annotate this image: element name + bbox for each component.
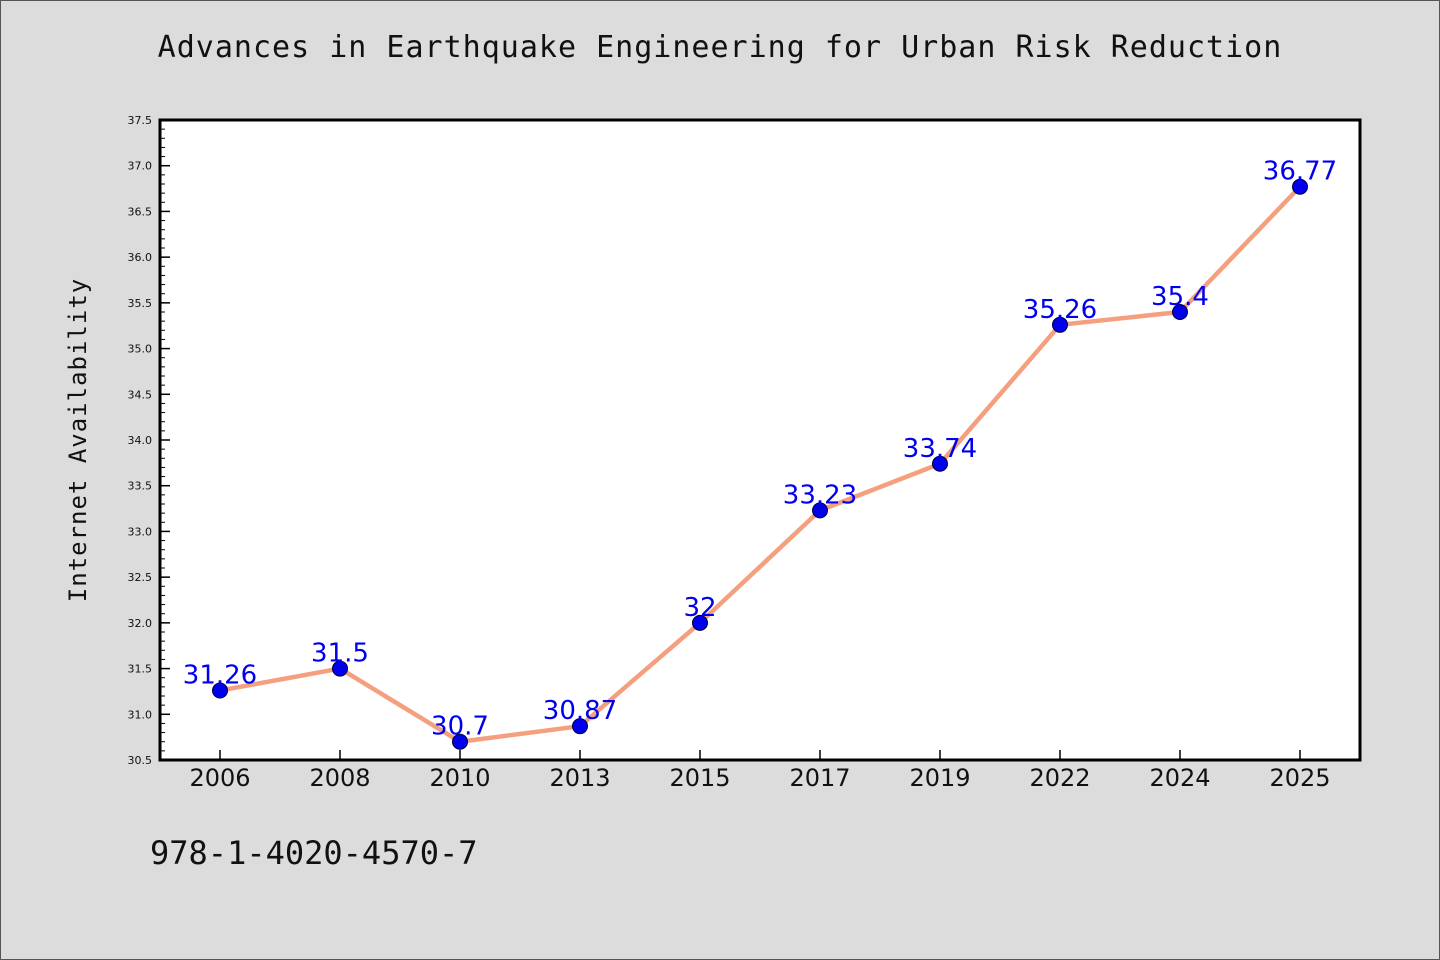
y-tick-label: 37.5: [128, 114, 153, 127]
footer-code: 978-1-4020-4570-7: [150, 834, 478, 872]
y-tick-label: 31.5: [128, 663, 153, 676]
series-markers: [212, 178, 1308, 750]
x-tick-label: 2015: [669, 764, 730, 792]
y-tick-label: 36.0: [128, 251, 153, 264]
data-label: 30.87: [543, 696, 617, 726]
data-label: 36.77: [1263, 157, 1337, 187]
x-tick-label: 2024: [1149, 764, 1210, 792]
chart-title: Advances in Earthquake Engineering for U…: [157, 30, 1283, 65]
y-tick-label: 30.5: [128, 754, 153, 767]
x-tick-label: 2017: [789, 764, 850, 792]
y-tick-label: 33.0: [128, 525, 153, 538]
plot-area: [160, 120, 1360, 760]
y-tick-label: 35.5: [128, 297, 153, 310]
y-tick-label: 33.5: [128, 480, 153, 493]
x-tick-label: 2025: [1269, 764, 1330, 792]
y-axis-ticks: 30.5 31.0 31.5 32.0 32.5 33.0 33.5 34.0 34.5 35.0…: [128, 114, 170, 767]
data-label: 33.23: [783, 480, 857, 510]
series-line: [219, 185, 1302, 744]
x-tick-label: 2010: [429, 764, 490, 792]
x-tick-label: 2019: [909, 764, 970, 792]
y-tick-label: 37.0: [128, 160, 153, 173]
y-tick-label: 32.5: [128, 571, 153, 584]
data-point: [1172, 304, 1188, 320]
data-point: [212, 682, 228, 699]
x-tick-label: 2013: [549, 764, 610, 792]
y-tick-label: 36.5: [128, 205, 153, 218]
data-label: 33.74: [903, 434, 977, 464]
x-axis-ticks: 2006 2008 2010 2013 2015 2017 2019 2022 2024 2025: [189, 750, 1331, 792]
data-labels: 31.26 31.5 30.7 30.87 32 33.23 33.74 35.26 35.4 3…: [183, 157, 1337, 742]
y-tick-label: 35.0: [128, 343, 153, 356]
x-tick-label: 2006: [189, 764, 250, 792]
x-tick-label: 2008: [309, 764, 370, 792]
data-label: 31.5: [311, 639, 369, 669]
x-tick-label: 2022: [1029, 764, 1090, 792]
data-point: [932, 455, 948, 472]
data-label: 35.4: [1151, 282, 1209, 312]
data-point: [332, 660, 348, 677]
data-point: [1292, 178, 1308, 195]
data-point: [692, 614, 708, 631]
y-axis-label: Internet Availability: [64, 278, 92, 602]
y-tick-label: 34.0: [128, 434, 153, 447]
y-tick-label: 31.0: [128, 708, 153, 721]
y-tick-label: 32.0: [128, 617, 153, 630]
data-label: 30.7: [431, 712, 489, 742]
data-label: 31.26: [183, 661, 257, 691]
plot-border: [158, 118, 1362, 762]
data-label: 32: [683, 593, 716, 623]
data-label: 35.26: [1023, 295, 1097, 325]
data-point: [812, 502, 828, 519]
data-point: [452, 733, 468, 750]
data-point: [1052, 316, 1068, 333]
y-tick-label: 34.5: [128, 388, 153, 401]
data-point: [572, 718, 588, 735]
